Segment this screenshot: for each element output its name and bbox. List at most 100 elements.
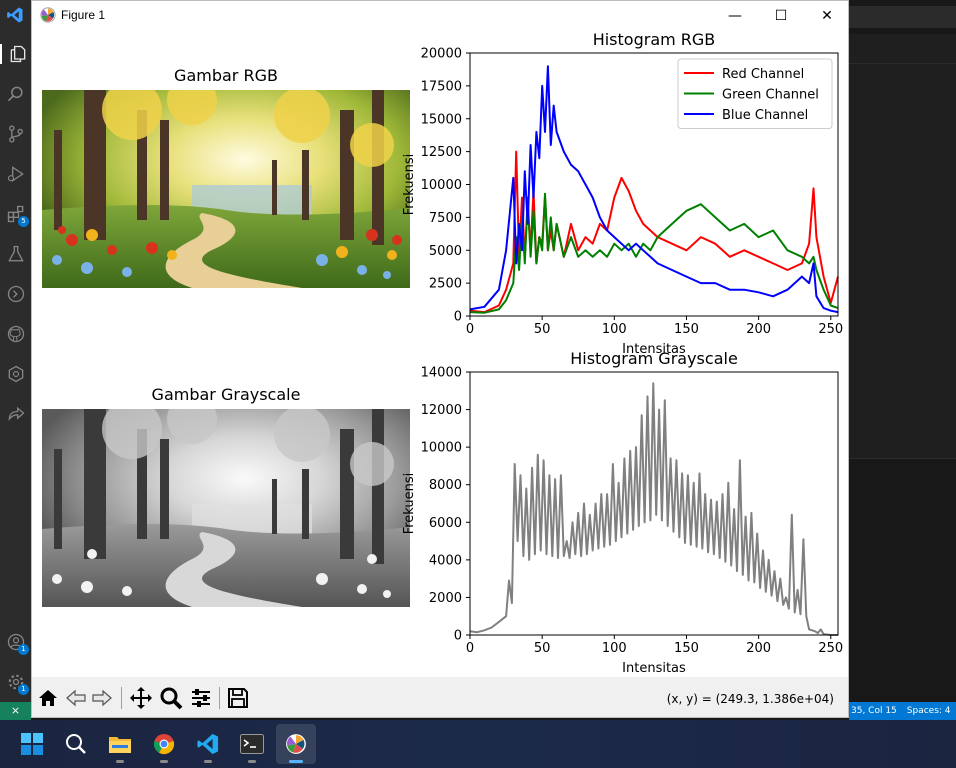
y-tick-label: 12500 — [421, 145, 462, 160]
y-tick-label: 10000 — [421, 441, 462, 456]
y-tick-label: 5000 — [429, 244, 462, 259]
vscode-editor-area — [849, 0, 956, 702]
y-tick-label: 14000 — [421, 366, 462, 381]
x-axis-label: Intensitas — [622, 342, 686, 357]
save-floppy-icon — [228, 688, 248, 708]
toolbar-separator — [219, 687, 220, 709]
y-tick-label: 7500 — [429, 211, 462, 226]
forward-button[interactable] — [90, 686, 114, 710]
taskbar-search-button[interactable] — [56, 724, 96, 764]
chrome-icon — [153, 734, 175, 755]
x-tick-label: 100 — [602, 641, 627, 656]
folder-icon — [109, 737, 131, 753]
running-indicator — [116, 760, 124, 763]
y-axis-label: Frekuensi — [402, 154, 417, 216]
extensions-badge: 5 — [18, 216, 29, 227]
y-tick-label: 0 — [454, 629, 462, 644]
x-tick-label: 50 — [534, 641, 551, 656]
chart-title: Histogram Grayscale — [570, 349, 738, 368]
zoom-button[interactable] — [159, 686, 183, 710]
vscode-taskbar-button[interactable] — [188, 724, 228, 764]
grayscale-forest-image — [42, 409, 410, 607]
y-tick-label: 2500 — [429, 277, 462, 292]
legend-box — [677, 58, 833, 129]
source-control-icon[interactable] — [6, 124, 26, 144]
y-tick-label: 15000 — [421, 112, 462, 127]
editor-breadcrumb-bar — [849, 34, 956, 64]
terminal-button[interactable] — [232, 724, 272, 764]
chrome-button[interactable] — [144, 724, 184, 764]
y-axis-label: Frekuensi — [402, 473, 417, 535]
running-indicator — [204, 760, 212, 763]
configure-subplots-button[interactable] — [189, 686, 213, 710]
home-icon — [39, 690, 57, 706]
rgb-forest-image — [42, 90, 410, 288]
x-tick-label: 50 — [534, 322, 551, 337]
histogram-rgb-chart[interactable]: 0 50 100 150 200 2500250050007500100001250015… — [392, 31, 848, 376]
bottom-panel — [849, 458, 956, 702]
window-title: Figure 1 — [61, 8, 106, 22]
file-explorer-button[interactable] — [100, 724, 140, 764]
vscode-activity-bar: 5 1 1 — [0, 0, 31, 702]
x-axis-label: Intensitas — [622, 661, 686, 676]
vscode-logo-icon — [6, 6, 26, 26]
running-indicator — [248, 760, 256, 763]
series-line-0-1 — [469, 192, 839, 314]
x-tick-label: 250 — [818, 641, 843, 656]
y-tick-label: 8000 — [429, 478, 462, 493]
x-tick-label: 250 — [818, 322, 843, 337]
home-button[interactable] — [36, 686, 60, 710]
editor-tab[interactable] — [849, 6, 956, 28]
accounts-icon[interactable]: 1 — [6, 632, 29, 655]
sliders-icon — [192, 689, 210, 707]
navigation-toolbar: (x, y) = (249.3, 1.386e+04) — [32, 677, 848, 717]
figure-taskbar-button[interactable] — [276, 724, 316, 764]
start-button[interactable] — [12, 724, 52, 764]
manage-gear-icon[interactable]: 1 — [6, 672, 29, 695]
vscode-icon — [197, 733, 219, 755]
accounts-badge: 1 — [18, 644, 29, 655]
figure-canvas[interactable]: Gambar RGB — [32, 31, 848, 677]
matplotlib-icon — [286, 734, 306, 754]
chart-title: Histogram RGB — [593, 31, 716, 49]
live-share-icon[interactable] — [6, 404, 26, 424]
x-tick-label: 0 — [466, 641, 474, 656]
cursor-position[interactable]: 35, Col 15 — [851, 706, 897, 716]
pan-move-icon — [130, 687, 152, 709]
y-tick-label: 12000 — [421, 403, 462, 418]
running-indicator — [160, 760, 168, 763]
grayscale-image-title: Gambar Grayscale — [151, 385, 301, 404]
github-icon[interactable] — [6, 324, 26, 344]
remote-indicator-button[interactable]: ⨯ — [0, 702, 31, 720]
maximize-button[interactable]: ☐ — [774, 8, 788, 24]
extensions-icon[interactable]: 5 — [6, 204, 29, 227]
minimize-button[interactable]: — — [728, 8, 742, 24]
close-button[interactable]: ✕ — [821, 8, 833, 24]
statusbar-right: 35, Col 15 Spaces: 4 — [849, 702, 956, 720]
pan-button[interactable] — [129, 686, 153, 710]
matplotlib-logo-icon — [40, 7, 56, 23]
copilot-icon[interactable] — [6, 364, 26, 384]
run-debug-icon[interactable] — [6, 164, 26, 184]
running-indicator — [289, 760, 303, 763]
y-tick-label: 20000 — [421, 47, 462, 62]
testing-flask-icon[interactable] — [6, 244, 26, 264]
legend-label: Green Channel — [722, 88, 819, 103]
histogram-grayscale-chart[interactable]: 0 50 100 150 200 250 0 2000 4000 6000 8000 10000 120… — [392, 349, 848, 677]
y-tick-label: 6000 — [429, 516, 462, 531]
explorer-icon[interactable] — [0, 44, 31, 64]
window-titlebar[interactable]: Figure 1 — ☐ ✕ — [32, 1, 848, 31]
x-tick-label: 100 — [602, 322, 627, 337]
cursor-coordinates: (x, y) = (249.3, 1.386e+04) — [666, 692, 834, 706]
save-button[interactable] — [226, 686, 250, 710]
remote-explorer-icon[interactable] — [6, 284, 26, 304]
windows-taskbar — [0, 720, 956, 768]
y-tick-label: 0 — [454, 310, 462, 325]
indentation-status[interactable]: Spaces: 4 — [906, 706, 951, 716]
editor-tabstrip — [849, 0, 956, 34]
x-tick-label: 0 — [466, 322, 474, 337]
series-line-1-0 — [469, 382, 838, 636]
back-button[interactable] — [64, 686, 88, 710]
search-icon[interactable] — [6, 84, 26, 104]
manage-badge: 1 — [18, 684, 29, 695]
